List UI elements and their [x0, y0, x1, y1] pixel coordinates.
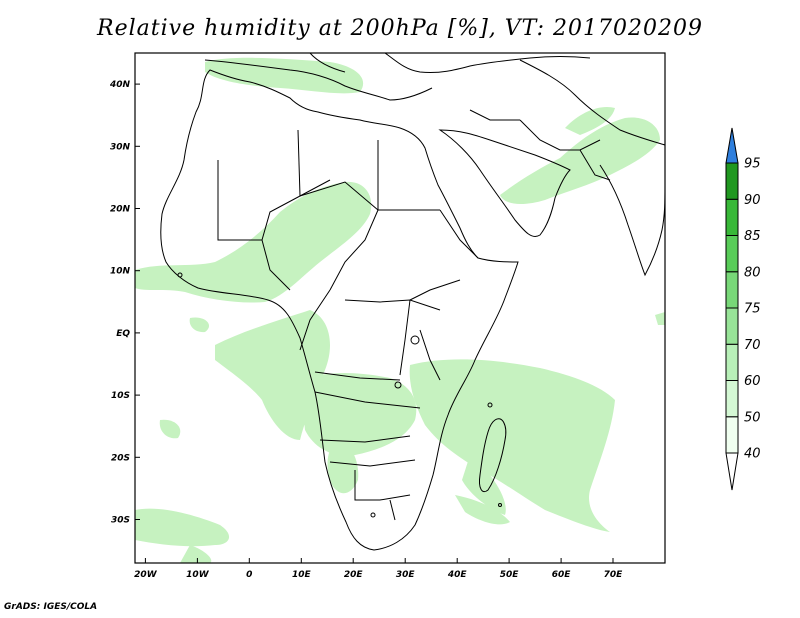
- colorbar: 40 50 60 70 75 80 85 90 95: [725, 127, 761, 491]
- colorbar-box: [725, 416, 739, 454]
- colorbar-label: 95: [744, 157, 761, 172]
- y-tick-label: EQ: [116, 329, 130, 339]
- colorbar-box: [725, 343, 739, 381]
- colorbar-box: [725, 271, 739, 309]
- y-tick-label: 40N: [109, 80, 131, 90]
- colorbar-label: 85: [744, 229, 761, 244]
- x-tick-label: 20E: [344, 570, 364, 580]
- y-tick-label: 20S: [111, 453, 130, 463]
- colorbar-box: [725, 162, 739, 200]
- y-tick-label: 30N: [110, 142, 131, 152]
- colorbar-box: [725, 198, 739, 236]
- colorbar-label: 50: [744, 410, 761, 425]
- y-tick-label: 10S: [111, 391, 130, 401]
- map-frame: [134, 52, 666, 564]
- x-tick-label: 10E: [292, 570, 312, 580]
- colorbar-label: 75: [744, 302, 761, 317]
- colorbar-label: 40: [744, 447, 761, 462]
- credit-text: GrADS: IGES/COLA: [4, 602, 98, 612]
- x-tick-label: 20W: [134, 570, 158, 580]
- y-tick-label: 10N: [110, 267, 131, 277]
- map-title: Relative humidity at 200hPa [%], VT: 201…: [97, 16, 703, 41]
- humidity-field: [135, 57, 665, 563]
- y-tick-label: 30S: [111, 516, 130, 526]
- colorbar-labels: 40 50 60 70 75 80 85 90 95: [744, 157, 761, 462]
- x-axis: 20W 10W 0 10E 20E 30E 40E 50E 60E 70E: [134, 558, 623, 580]
- y-tick-label: 20N: [110, 205, 131, 215]
- x-tick-label: 30E: [396, 570, 416, 580]
- coastlines: [160, 53, 665, 551]
- colorbar-under-triangle: [725, 452, 739, 491]
- colorbar-label: 80: [744, 265, 761, 280]
- colorbar-label: 60: [744, 374, 761, 389]
- y-axis: 40N 30N 20N 10N EQ 10S 20S 30S: [109, 80, 140, 526]
- x-tick-label: 10W: [186, 570, 210, 580]
- x-tick-label: 70E: [604, 570, 624, 580]
- colorbar-over-triangle: [725, 127, 739, 164]
- x-tick-label: 40E: [447, 570, 468, 580]
- colorbar-boxes: [725, 162, 739, 454]
- x-tick-label: 60E: [552, 570, 572, 580]
- colorbar-box: [725, 307, 739, 345]
- colorbar-label: 90: [744, 193, 761, 208]
- colorbar-label: 70: [744, 338, 761, 353]
- colorbar-box: [725, 380, 739, 418]
- x-tick-label: 50E: [500, 570, 520, 580]
- x-tick-label: 0: [246, 570, 252, 580]
- colorbar-box: [725, 235, 739, 273]
